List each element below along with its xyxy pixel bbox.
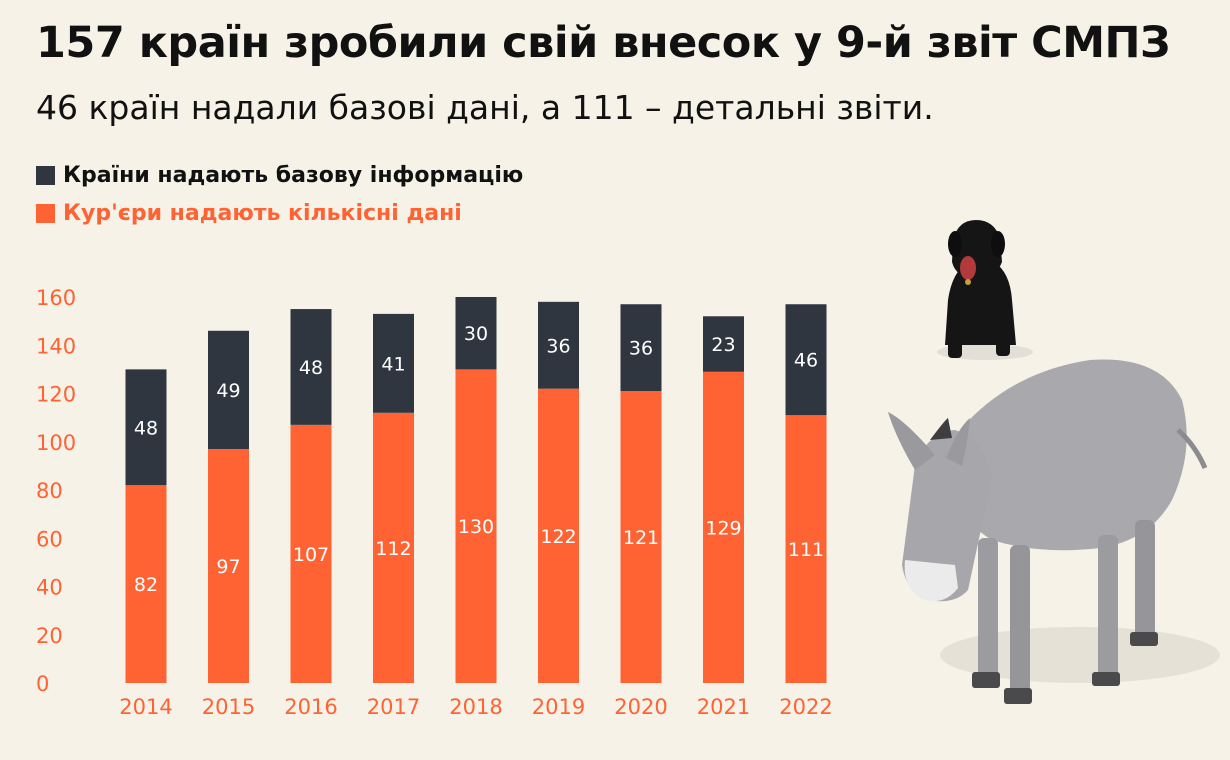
data-label-basic: 41: [381, 353, 405, 375]
data-label-quantitative: 121: [623, 527, 659, 549]
x-tick-label: 2018: [449, 695, 502, 719]
bar-segment-quantitative: [373, 412, 414, 683]
donkey-image: [888, 359, 1220, 704]
bar-segment-basic: [208, 330, 249, 449]
legend-label-quantitative: Кур'єри надають кількісні дані: [63, 200, 462, 226]
x-tick-label: 2020: [614, 695, 667, 719]
x-tick-label: 2019: [532, 695, 585, 719]
x-tick-label: 2021: [697, 695, 750, 719]
bar-segment-basic: [785, 304, 827, 416]
y-tick-label: 40: [36, 576, 63, 600]
bar-segment-quantitative: [620, 391, 662, 683]
bar-segment-quantitative: [455, 369, 497, 683]
y-tick-label: 140: [36, 334, 76, 358]
data-label-basic: 48: [299, 357, 323, 379]
data-label-quantitative: 111: [788, 539, 824, 561]
legend-swatch-basic: [36, 165, 55, 185]
bar-segment-basic: [290, 309, 332, 425]
data-label-basic: 23: [711, 334, 735, 356]
y-tick-label: 60: [36, 527, 63, 551]
x-tick-label: 2022: [779, 695, 832, 719]
y-tick-label: 20: [36, 624, 63, 648]
dog-image: [937, 220, 1033, 360]
bar-segment-quantitative: [208, 448, 249, 683]
data-label-quantitative: 122: [540, 526, 576, 548]
data-label-basic: 36: [629, 338, 653, 360]
bar-segment-basic: [538, 301, 579, 389]
bar-segment-basic: [620, 304, 662, 392]
data-label-basic: 46: [794, 350, 818, 372]
bar-segment-basic: [455, 297, 497, 370]
y-tick-label: 160: [36, 286, 76, 310]
bar-segment-quantitative: [785, 415, 827, 683]
legend-item-basic: Країни надають базову інформацію: [36, 156, 523, 194]
bar-segment-basic: [703, 316, 744, 372]
y-tick-label: 100: [36, 431, 76, 455]
stacked-bar-chart: 0 20 40 60 80 100 120 140 160 82 48 2014 97 49 2015 107…: [36, 286, 833, 719]
bar-segment-quantitative: [125, 485, 167, 683]
data-label-quantitative: 129: [705, 517, 741, 539]
data-label-quantitative: 107: [293, 544, 329, 566]
legend-swatch-quantitative: [36, 203, 55, 223]
data-label-basic: 49: [216, 380, 240, 402]
bar-segment-quantitative: [703, 371, 744, 683]
chart-subtitle: 46 країн надали базові дані, а 111 – дет…: [36, 88, 934, 127]
x-tick-label: 2017: [367, 695, 420, 719]
legend: Країни надають базову інформацію Кур'єри…: [36, 156, 523, 232]
data-label-basic: 48: [134, 417, 158, 439]
data-label-quantitative: 130: [458, 516, 494, 538]
data-label-quantitative: 97: [216, 556, 240, 578]
bar-segment-quantitative: [290, 424, 332, 683]
y-tick-label: 120: [36, 383, 76, 407]
x-tick-label: 2015: [202, 695, 255, 719]
chart-title: 157 країн зробили свій внесок у 9-й звіт…: [36, 18, 1171, 68]
legend-label-basic: Країни надають базову інформацію: [63, 162, 524, 188]
bar-segment-basic: [125, 369, 167, 486]
x-tick-label: 2016: [284, 695, 337, 719]
bar-segment-quantitative: [538, 388, 579, 683]
x-tick-label: 2014: [119, 695, 172, 719]
data-label-quantitative: 112: [375, 538, 411, 560]
y-tick-label: 80: [36, 479, 63, 503]
legend-item-quantitative: Кур'єри надають кількісні дані: [36, 194, 523, 232]
data-label-basic: 36: [546, 335, 570, 357]
data-label-basic: 30: [464, 323, 488, 345]
y-tick-label: 0: [36, 672, 49, 696]
data-label-quantitative: 82: [134, 574, 158, 596]
bar-segment-basic: [373, 313, 414, 413]
